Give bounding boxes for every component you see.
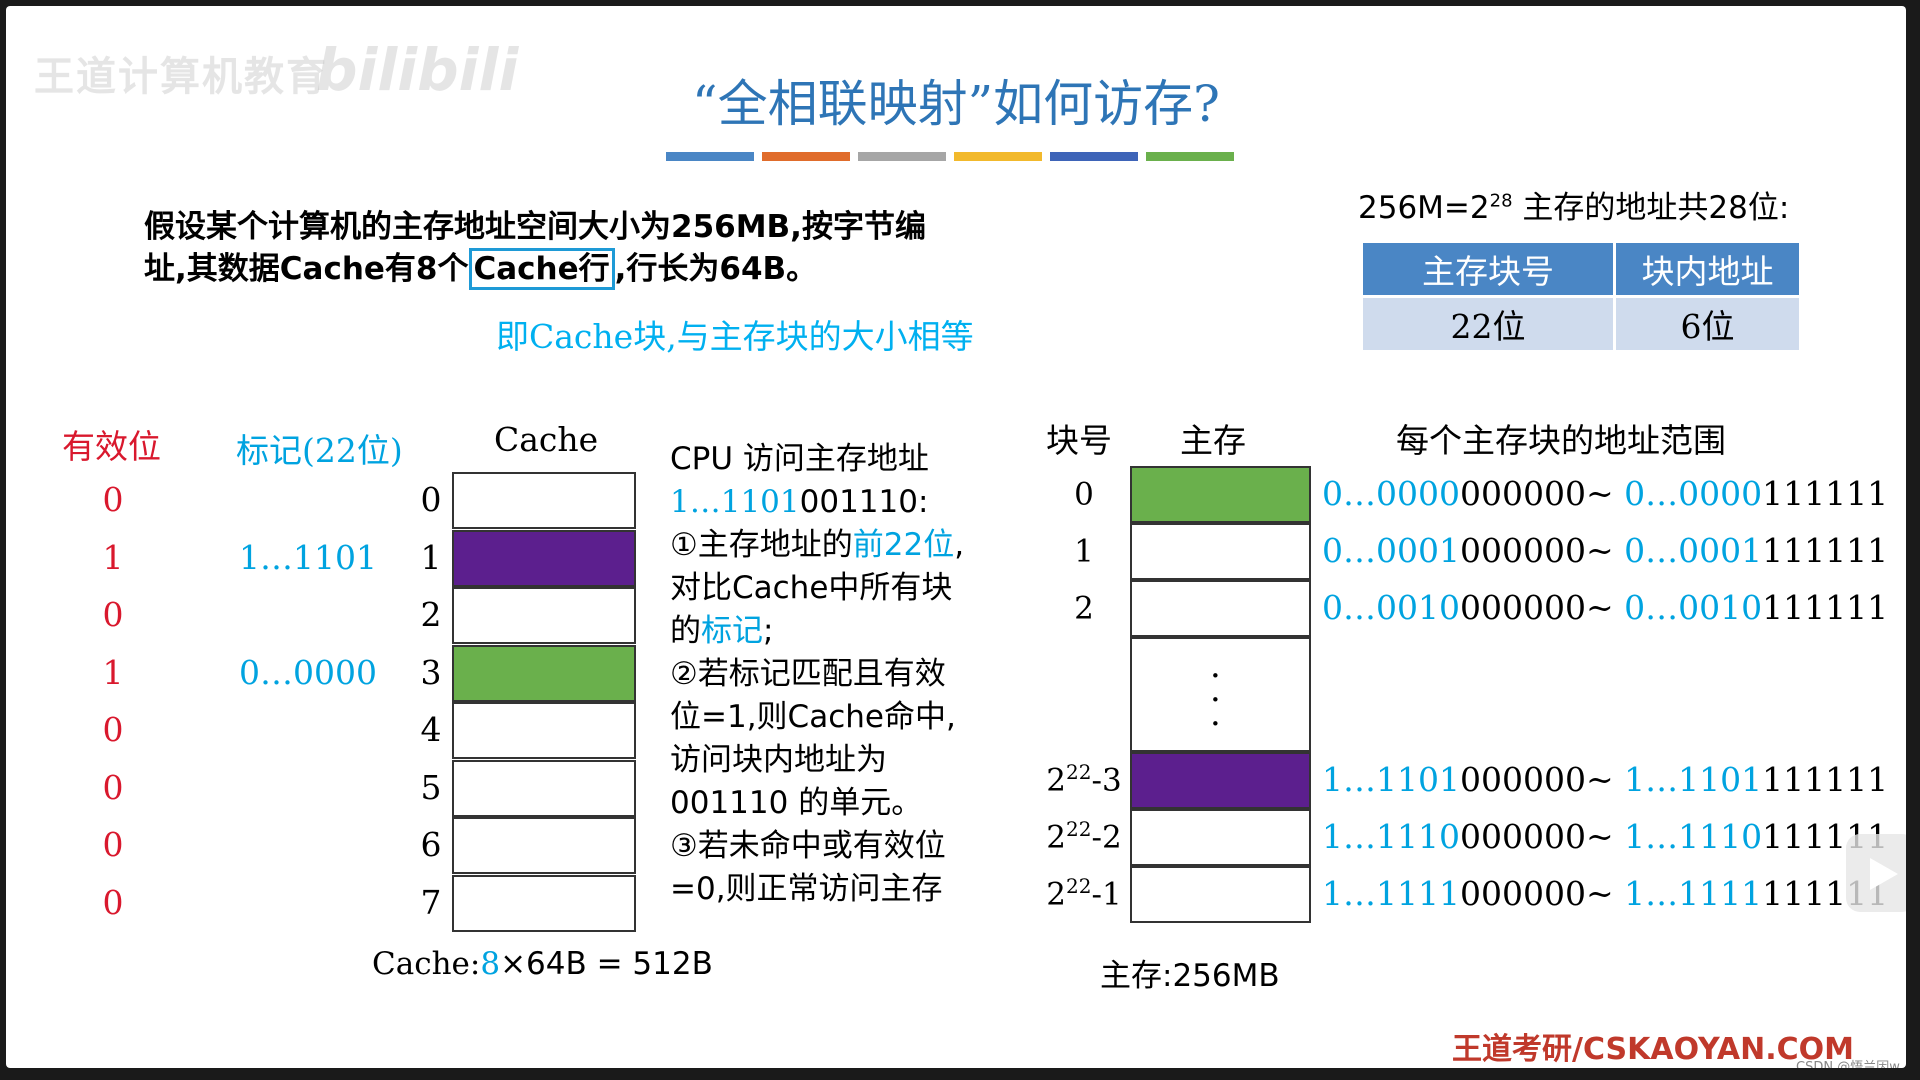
title-bar-segment: [858, 152, 946, 161]
memory-header: 主存: [1180, 421, 1246, 460]
tag-header: 标记(22位): [236, 431, 403, 470]
header-block-number: 主存块号: [1363, 243, 1613, 295]
cache-line: [452, 587, 636, 644]
cpu-access-steps: CPU 访问主存地址 1…1101001110: ①主存地址的前22位, 对比C…: [670, 441, 965, 907]
slide: 王道计算机教育 bilibili “全相联映射”如何访存? 假设某个计算机的主存…: [6, 6, 1906, 1068]
cache-line-index: 5: [420, 767, 442, 807]
cache-line: [452, 702, 636, 759]
cache-line-index: 1: [420, 537, 442, 577]
block-number: 1: [1074, 533, 1094, 570]
address-format-table: 主存块号 块内地址 22位 6位: [1360, 240, 1802, 353]
valid-bit: 0: [102, 767, 124, 807]
title-color-bar: [666, 152, 1234, 162]
valid-bit: 0: [102, 480, 124, 519]
cache-line-index: 0: [420, 480, 442, 519]
problem-line-1: 假设某个计算机的主存地址空间大小为256MB,按字节编: [144, 209, 926, 245]
cache-tag: 1…1101: [239, 537, 377, 577]
valid-bit: 1: [102, 537, 124, 577]
credit-watermark: CSDN @悟兰因w: [1796, 1060, 1900, 1068]
cache-size-summary: Cache:8×64B = 512B: [372, 946, 713, 982]
cache-line-index: 3: [420, 652, 442, 692]
valid-bit: 1: [102, 652, 124, 692]
block-address-range: 1…1111000000~ 1…1111111111: [1322, 874, 1889, 913]
problem-statement: 假设某个计算机的主存地址空间大小为256MB,按字节编 址,其数据Cache有8…: [144, 206, 926, 290]
ellipsis-icon: · · ·: [1210, 656, 1221, 744]
memory-size-summary: 主存:256MB: [1100, 958, 1280, 994]
valid-bit: 0: [102, 710, 124, 749]
watermark-logo: 王道计算机教育: [34, 54, 328, 100]
title-bar-segment: [954, 152, 1042, 161]
cache-line: [452, 874, 636, 932]
play-icon[interactable]: [1846, 834, 1906, 912]
cache-line: [452, 644, 636, 702]
block-number: 0: [1074, 476, 1094, 513]
title-bar-segment: [666, 152, 754, 161]
title-bar-segment: [762, 152, 850, 161]
slide-title: “全相联映射”如何访存?: [692, 75, 1220, 133]
valid-bit: 0: [102, 882, 124, 922]
cache-tag: 0…0000: [239, 652, 377, 692]
block-number: 2: [1074, 590, 1094, 627]
block-number: 222-2: [1046, 817, 1122, 856]
valid-bit-header: 有效位: [62, 427, 161, 466]
valid-bit: 0: [102, 595, 124, 634]
cache-header: Cache: [494, 420, 599, 459]
valid-bit: 0: [102, 825, 124, 864]
block-address-range: 0…0000000000~ 0…0000111111: [1322, 474, 1889, 513]
problem-line-2: 址,其数据Cache有8个 Cache行 ,行长为64B。: [144, 248, 926, 290]
address-summary: 256M=228 主存的地址共28位:: [1358, 190, 1790, 226]
block-address-range: 0…0010000000~ 0…0010111111: [1322, 588, 1889, 627]
cache-line: [452, 759, 636, 817]
header-block-offset: 块内地址: [1616, 243, 1799, 295]
memory-block: [1130, 866, 1311, 923]
memory-block: [1130, 580, 1311, 637]
memory-block: [1130, 466, 1311, 523]
block-number: 222-1: [1046, 874, 1122, 913]
block-number: 222-3: [1046, 760, 1122, 799]
block-number-bits: 22位: [1363, 298, 1613, 350]
memory-block: [1130, 637, 1311, 752]
cache-line: [452, 529, 636, 587]
cache-line: [452, 817, 636, 874]
cache-line-index: 7: [420, 882, 442, 922]
block-number-header: 块号: [1046, 421, 1112, 460]
problem-note: 即Cache块,与主存块的大小相等: [496, 317, 974, 356]
address-range-header: 每个主存块的地址范围: [1396, 421, 1726, 460]
cache-line-index: 6: [420, 825, 442, 864]
block-address-range: 1…1101000000~ 1…1101111111: [1322, 760, 1889, 799]
title-bar-segment: [1146, 152, 1234, 161]
block-address-range: 0…0001000000~ 0…0001111111: [1322, 531, 1889, 570]
cache-line-highlight: Cache行: [468, 248, 615, 290]
footer-brand: 王道考研/CSKAOYAN.COM: [1452, 1032, 1854, 1067]
block-offset-bits: 6位: [1616, 298, 1799, 350]
memory-block: [1130, 809, 1311, 866]
bilibili-watermark: bilibili: [316, 36, 519, 104]
block-address-range: 1…1110000000~ 1…1110111111: [1322, 817, 1889, 856]
cache-line-index: 4: [420, 710, 442, 749]
cache-line-index: 2: [420, 595, 442, 634]
cache-line: [452, 472, 636, 529]
memory-block: [1130, 523, 1311, 580]
memory-block: [1130, 752, 1311, 809]
title-bar-segment: [1050, 152, 1138, 161]
